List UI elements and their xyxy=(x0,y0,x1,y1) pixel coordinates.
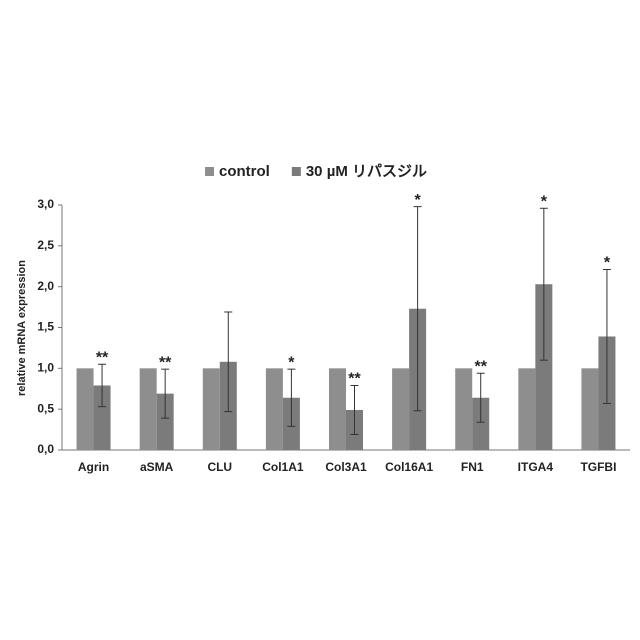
significance-label: * xyxy=(414,192,421,209)
significance-label: ** xyxy=(348,371,361,388)
bar xyxy=(140,368,157,450)
y-axis-label: relative mRNA expression xyxy=(16,260,28,396)
x-tick-label: aSMA xyxy=(140,460,174,474)
x-tick-label: Agrin xyxy=(78,460,109,474)
bar xyxy=(77,368,94,450)
y-tick-label: 0,0 xyxy=(37,442,54,456)
significance-label: * xyxy=(541,193,548,210)
y-tick-label: 1,0 xyxy=(37,361,54,375)
legend-swatch xyxy=(292,167,301,176)
x-tick-label: ITGA4 xyxy=(518,460,554,474)
chart: relative mRNA expression 0,0 0,5 1,0 1,5 2,0… xyxy=(0,0,640,640)
bar xyxy=(581,368,598,450)
y-tick-label: 3,0 xyxy=(37,197,54,211)
significance-label: * xyxy=(288,354,295,371)
y-tick-label: 1,5 xyxy=(37,320,54,334)
significance-label: ** xyxy=(159,354,172,371)
y-tick-label: 2,0 xyxy=(37,279,54,293)
significance-label: ** xyxy=(474,358,487,375)
x-tick-label: FN1 xyxy=(461,460,484,474)
legend-label: control xyxy=(219,163,270,180)
bar xyxy=(518,368,535,450)
y-tick-label: 2,5 xyxy=(37,238,54,252)
bar xyxy=(392,368,409,450)
significance-label: ** xyxy=(96,349,109,366)
x-tick-label: CLU xyxy=(207,460,232,474)
bar xyxy=(329,368,346,450)
bar xyxy=(266,368,283,450)
x-tick-label: Col3A1 xyxy=(325,460,367,474)
significance-label: * xyxy=(604,255,611,272)
x-tick-label: Col1A1 xyxy=(262,460,304,474)
y-tick-label: 0,5 xyxy=(37,401,54,415)
x-tick-label: Col16A1 xyxy=(385,460,433,474)
bar xyxy=(203,368,220,450)
bar xyxy=(455,368,472,450)
legend-label: 30 µM リパスジル xyxy=(306,163,427,180)
legend-swatch xyxy=(205,167,214,176)
x-tick-label: TGFBI xyxy=(580,460,616,474)
